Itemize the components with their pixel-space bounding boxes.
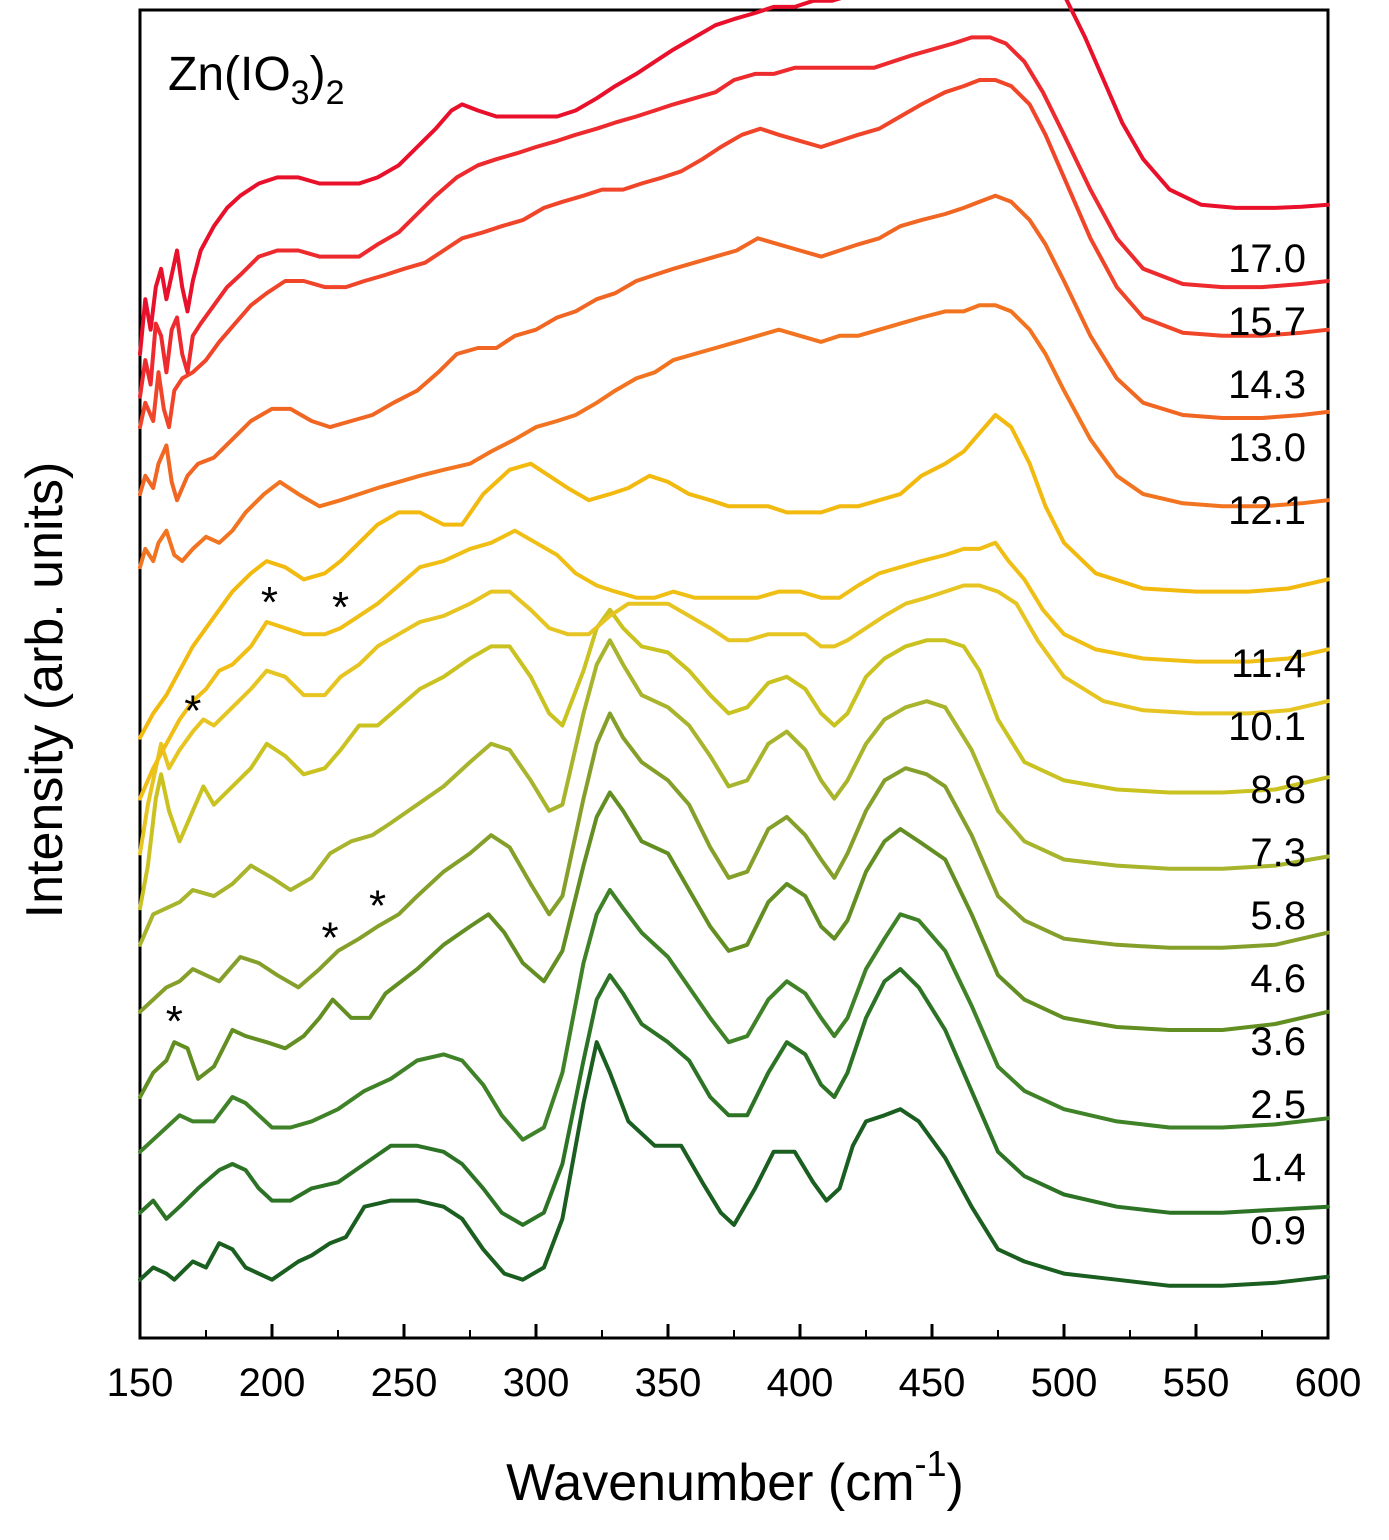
curve-label-12-1: 12.1 <box>1228 489 1306 533</box>
curve-label-4-6: 4.6 <box>1250 957 1306 1001</box>
x-tick-label-550: 550 <box>1163 1361 1230 1405</box>
annotation-star-4: * <box>369 882 386 931</box>
x-tick-label-500: 500 <box>1031 1361 1098 1405</box>
y-axis-title: Intensity (arb. units) <box>16 462 74 919</box>
x-tick-label-450: 450 <box>899 1361 966 1405</box>
curve-label-14-3: 14.3 <box>1228 363 1306 407</box>
series-line-7-3 <box>138 607 1330 911</box>
x-axis-title: Wavenumber (cm-1) <box>506 1443 964 1512</box>
chart-title: Zn(IO3)2 <box>168 48 345 112</box>
title-sub1: 3 <box>291 74 310 112</box>
annotation-star-0: * <box>261 578 278 627</box>
series-line-1-4 <box>138 967 1330 1227</box>
curve-label-5-8: 5.8 <box>1250 894 1306 938</box>
curve-label-8-8: 8.8 <box>1250 768 1306 812</box>
curve-label-11-4: 11.4 <box>1231 642 1306 686</box>
curve-label-1-4: 1.4 <box>1250 1146 1306 1190</box>
annotations-layer: * * * * * * <box>166 578 386 1046</box>
series-line-10-1 <box>138 528 1330 801</box>
annotation-star-1: * <box>332 583 349 632</box>
x-tick-label-600: 600 <box>1295 1361 1362 1405</box>
series-line-14-3 <box>138 78 1330 430</box>
series-line-4-6 <box>138 711 1330 1014</box>
xlabel-main: Wavenumber (cm <box>506 1454 914 1512</box>
xlabel-sup: -1 <box>915 1443 947 1484</box>
x-axis-ticks: 150 200 250 300 350 400 450 500 550 600 <box>107 1324 1362 1405</box>
series-line-12-1 <box>138 303 1330 570</box>
series-line-17-0 <box>138 0 1330 356</box>
x-tick-label-200: 200 <box>239 1361 306 1405</box>
annotation-star-3: * <box>322 914 339 963</box>
curve-label-13-0: 13.0 <box>1228 426 1306 470</box>
x-tick-label-350: 350 <box>635 1361 702 1405</box>
curve-labels-layer: 17.0 15.7 14.3 13.0 12.1 11.4 10.1 8.8 7.3 5.8 4.6… <box>1228 237 1306 1253</box>
series-line-8-8 <box>138 583 1330 856</box>
curve-label-15-7: 15.7 <box>1228 300 1306 344</box>
curve-label-2-5: 2.5 <box>1250 1083 1306 1127</box>
series-line-0-9 <box>138 1040 1330 1288</box>
series-line-13-0 <box>138 193 1330 503</box>
series-line-3-6 <box>138 790 1330 1099</box>
curve-label-7-3: 7.3 <box>1250 831 1306 875</box>
x-tick-label-150: 150 <box>107 1361 174 1405</box>
series-line-2-5 <box>138 888 1330 1154</box>
curve-label-3-6: 3.6 <box>1250 1020 1306 1064</box>
title-base: Zn(IO <box>168 48 291 101</box>
curve-label-10-1: 10.1 <box>1228 705 1306 749</box>
curves-layer <box>138 0 1330 1288</box>
xlabel-close: ) <box>947 1454 964 1512</box>
title-sub2: 2 <box>326 74 345 112</box>
series-line-11-4 <box>138 413 1330 740</box>
plot-frame <box>138 8 1330 1340</box>
series-line-5-8 <box>138 638 1330 947</box>
series-line-15-7 <box>138 35 1330 399</box>
annotation-star-2: * <box>184 687 201 736</box>
x-tick-label-250: 250 <box>371 1361 438 1405</box>
curve-label-0-9: 0.9 <box>1250 1209 1306 1253</box>
title-close: ) <box>310 48 326 101</box>
x-tick-label-300: 300 <box>503 1361 570 1405</box>
annotation-star-5: * <box>166 997 183 1046</box>
x-tick-label-400: 400 <box>767 1361 834 1405</box>
curve-label-17-0: 17.0 <box>1228 237 1306 281</box>
